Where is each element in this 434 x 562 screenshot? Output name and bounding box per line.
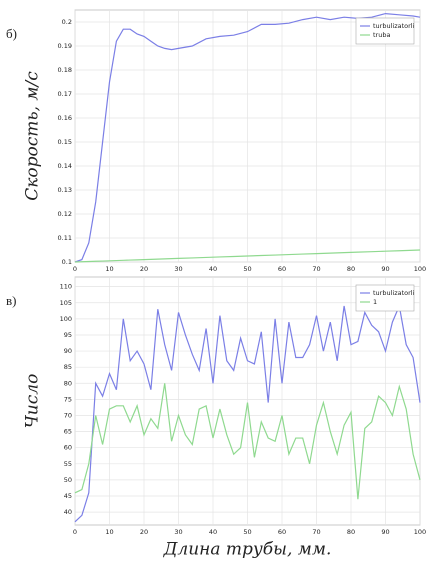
x-axis-label: Длина трубы, мм.	[163, 540, 332, 560]
y-tick-label: 80	[64, 379, 72, 387]
legend-label: turbulizatorli	[373, 289, 415, 297]
x-tick-label: 30	[174, 528, 182, 536]
y-tick-label: 0.2	[62, 18, 72, 26]
y-tick-label: 65	[64, 428, 72, 436]
x-tick-label: 90	[381, 265, 389, 273]
y-tick-label: 85	[64, 363, 72, 371]
x-tick-label: 0	[73, 265, 77, 273]
y-tick-label: 90	[64, 347, 72, 355]
x-tick-label: 70	[312, 528, 320, 536]
x-tick-label: 50	[243, 265, 251, 273]
x-tick-label: 20	[140, 528, 148, 536]
x-tick-label: 40	[209, 528, 217, 536]
y-tick-label: 100	[60, 315, 72, 323]
y-tick-label: 0.15	[58, 138, 72, 146]
y-tick-label: 55	[64, 460, 72, 468]
x-tick-label: 60	[278, 265, 286, 273]
y-tick-label: 50	[64, 476, 72, 484]
y-tick-label: 45	[64, 492, 72, 500]
series-line	[74, 249, 421, 263]
series-line	[74, 12, 421, 263]
y-tick-label: 0.17	[58, 90, 72, 98]
y-tick-label: 0.18	[58, 66, 72, 74]
x-tick-label: 10	[105, 528, 113, 536]
legend-box	[355, 17, 415, 45]
x-tick-label: 60	[278, 528, 286, 536]
y-tick-label: 60	[64, 444, 72, 452]
x-tick-label: 80	[347, 265, 355, 273]
y-axis-label: Число	[23, 374, 43, 429]
legend-box	[355, 284, 415, 312]
x-tick-label: 40	[209, 265, 217, 273]
x-tick-label: 50	[243, 528, 251, 536]
x-tick-label: 100	[414, 528, 426, 536]
y-tick-label: 0.19	[58, 42, 72, 50]
y-tick-label: 0.1	[62, 258, 72, 266]
legend-label: truba	[373, 31, 390, 39]
x-tick-label: 30	[174, 265, 182, 273]
y-tick-label: 0.12	[58, 210, 72, 218]
y-tick-label: 0.11	[58, 234, 72, 242]
series-line	[74, 303, 421, 523]
y-tick-label: 95	[64, 331, 72, 339]
x-tick-label: 80	[347, 528, 355, 536]
legend-label: 1	[373, 298, 377, 306]
y-tick-label: 110	[60, 283, 72, 291]
y-tick-label: 40	[64, 508, 72, 516]
y-tick-label: 0.14	[58, 162, 72, 170]
legend-label: turbulizatorli	[373, 22, 415, 30]
y-tick-label: 0.13	[58, 186, 72, 194]
x-tick-label: 90	[381, 528, 389, 536]
x-tick-label: 100	[414, 265, 426, 273]
y-tick-label: 75	[64, 395, 72, 403]
x-tick-label: 0	[73, 528, 77, 536]
x-tick-label: 20	[140, 265, 148, 273]
series-line	[74, 383, 421, 500]
y-tick-label: 0.16	[58, 114, 72, 122]
panel-label: в)	[6, 293, 16, 308]
y-axis-label: Скорость, м/с	[23, 71, 43, 201]
x-tick-label: 70	[312, 265, 320, 273]
panel-label: б)	[6, 26, 17, 41]
y-tick-label: 105	[60, 299, 72, 307]
x-tick-label: 10	[105, 265, 113, 273]
y-tick-label: 70	[64, 411, 72, 419]
